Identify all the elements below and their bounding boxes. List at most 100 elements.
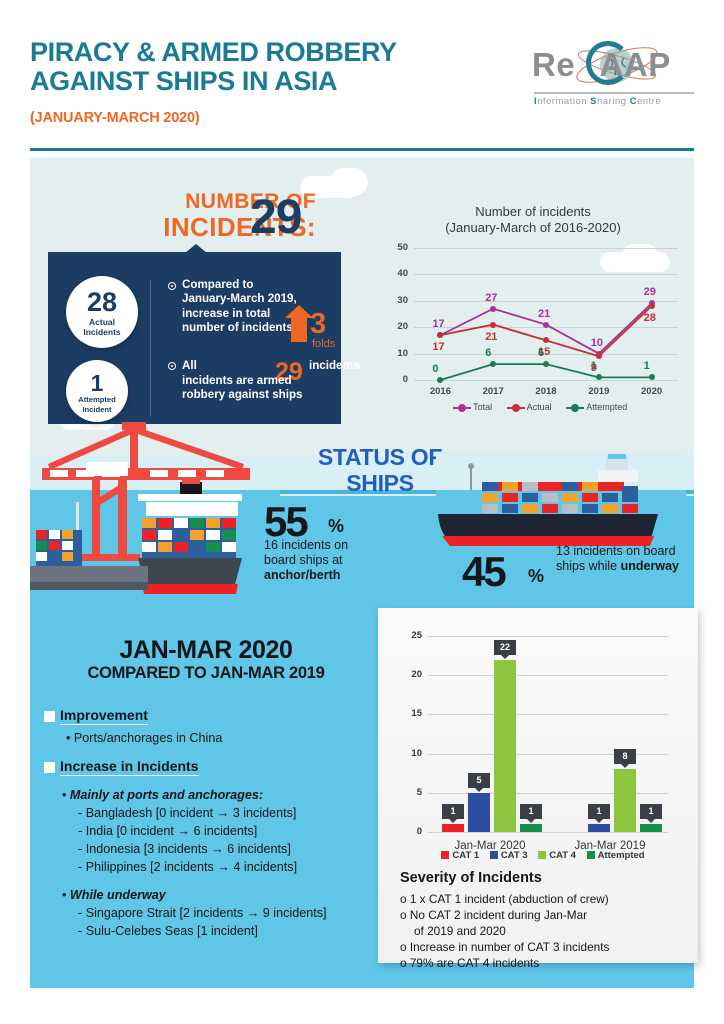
x-axis-tick: 2020: [641, 386, 663, 397]
x-axis-tick: 2019: [588, 386, 610, 397]
data-label: 17: [432, 318, 445, 331]
data-point: [490, 305, 497, 312]
legend-cat1: CAT 1: [441, 850, 479, 861]
improvement-heading: Improvement: [60, 707, 148, 725]
ports-item: - Bangladesh [0 incident → 3 incidents]: [78, 806, 297, 820]
gridline: [428, 753, 668, 755]
bar: [640, 824, 662, 832]
bar: [520, 824, 542, 832]
comparison-title: JAN-MAR 2020: [119, 636, 293, 664]
gridline: [414, 327, 678, 329]
attempted-incidents-value: 1: [90, 370, 104, 396]
ports-item: - Philippines [2 incidents → 4 incidents…: [78, 860, 298, 874]
severity-item: o 79% are CAT 4 incidents: [400, 956, 540, 970]
page-subtitle: (JANUARY-MARCH 2020): [30, 110, 200, 126]
bar-value-label: 22: [494, 639, 516, 659]
data-point: [648, 303, 655, 310]
bar: [468, 792, 490, 832]
data-point: [437, 332, 444, 339]
legend-attempted: Attempted: [566, 402, 627, 412]
ports-item: - Indonesia [3 incidents → 6 incidents]: [78, 842, 291, 856]
severity-title: Severity of Incidents: [400, 870, 542, 886]
data-label: 9: [590, 362, 597, 375]
x-axis-tick: 2018: [535, 386, 557, 397]
gridline: [428, 675, 668, 677]
y-axis-tick: 30: [397, 294, 408, 306]
underway-description: 13 incidents on board ships while underw…: [556, 544, 696, 574]
incidents-label-line1: NUMBER OF: [185, 190, 316, 213]
data-point: [437, 377, 444, 383]
underway-heading: • While underway: [62, 888, 166, 902]
data-point: [543, 321, 549, 328]
bar-chart-legend: CAT 1 CAT 3 CAT 4 Attempted: [418, 850, 668, 861]
folds-word: folds: [312, 338, 336, 350]
data-point: [543, 361, 549, 368]
underway-item: - Singapore Strait [2 incidents → 9 inci…: [78, 906, 327, 920]
page-title: PIRACY & ARMED ROBBERY AGAINST SHIPS IN …: [30, 37, 397, 96]
data-label: 29: [643, 286, 656, 299]
data-label: 21: [485, 330, 498, 343]
port-crane-illustration: [30, 422, 280, 606]
anchor-percent-symbol: %: [328, 516, 345, 536]
legend-cat4: CAT 4: [538, 850, 576, 861]
bullet-icon: [168, 282, 176, 290]
bar-value-label: 8: [614, 749, 636, 769]
severity-card: 0 5 10 15 20 25 1 5 22 1 Jan-Mar 2020 1 8 1 Jan-Mar 20…: [378, 608, 698, 970]
cloud-icon: [330, 168, 368, 196]
bar: [494, 659, 516, 832]
data-label: 1: [590, 360, 597, 373]
data-label: 10: [590, 336, 604, 349]
x-axis-tick: 2016: [429, 386, 451, 397]
header: PIRACY & ARMED ROBBERY AGAINST SHIPS IN …: [0, 0, 724, 158]
logo-divider: [534, 92, 694, 94]
y-axis-tick: 15: [411, 708, 422, 720]
status-title-line1: STATUS OF: [317, 444, 443, 470]
anchor-desc-bold: anchor/berth: [264, 568, 341, 582]
header-divider: [30, 148, 694, 151]
anchor-desc-text: 16 incidents on board ships at: [264, 538, 349, 567]
y-axis-tick: 5: [416, 786, 422, 798]
bullet-square-icon: [44, 711, 55, 722]
line-chart-legend: Total Actual Attempted: [408, 402, 672, 412]
legend-total: Total: [452, 402, 492, 412]
bar: [588, 824, 610, 832]
bar-chart-plot: 0 5 10 15 20 25 1 5 22 1 Jan-Mar 2020 1 8 1 Jan-Mar 20…: [411, 630, 668, 852]
container-ship-illustration: [436, 452, 686, 562]
y-axis-tick: 10: [397, 347, 408, 359]
attempted-incidents-label2: Incident: [82, 405, 112, 414]
anchor-percentage: 55: [264, 498, 309, 545]
y-axis-tick: 0: [402, 374, 408, 385]
line-chart-subtitle: (January-March of 2016-2020): [445, 220, 621, 235]
data-point: [595, 374, 602, 381]
underway-percent-symbol: %: [528, 566, 545, 586]
line-chart: Number of incidents (January-March of 20…: [378, 204, 688, 434]
ports-item: - India [0 incident → 6 incidents]: [78, 824, 258, 838]
legend-attempted: Attempted: [586, 850, 645, 861]
gridline: [428, 792, 668, 794]
actual-incidents-badge: 28 Actual Incidents: [66, 276, 138, 348]
data-point: [595, 353, 602, 360]
armed-robbery-post: incidents are armed robbery against ship…: [182, 374, 303, 402]
data-point: [490, 321, 497, 328]
x-axis-tick: Jan-Mar 2020: [454, 840, 526, 852]
increase-arrow-icon: [285, 305, 313, 342]
gridline: [414, 300, 678, 302]
data-point: [543, 337, 549, 344]
actual-incidents-label2: Incidents: [83, 327, 121, 337]
gridline: [428, 636, 668, 637]
callout-tip: [185, 244, 207, 253]
data-label: 27: [485, 291, 498, 304]
data-label: 0: [432, 363, 439, 375]
y-axis-tick: 25: [411, 630, 422, 641]
comparison-subtitle: COMPARED TO JAN-MAR 2019: [87, 664, 325, 682]
logo-re: Re: [532, 46, 576, 83]
improvement-item: • Ports/anchorages in China: [66, 731, 223, 745]
status-title: STATUS OF SHIPS: [300, 444, 460, 496]
bar-value-label: 5: [468, 772, 490, 792]
armed-robbery-incidents-word: incidents: [309, 359, 360, 372]
gridline: [428, 832, 668, 833]
gridline: [414, 353, 678, 355]
recaap-logo: ReCAAP Information Sharing Centre: [532, 41, 698, 112]
armed-robbery-pre: All: [182, 359, 197, 372]
